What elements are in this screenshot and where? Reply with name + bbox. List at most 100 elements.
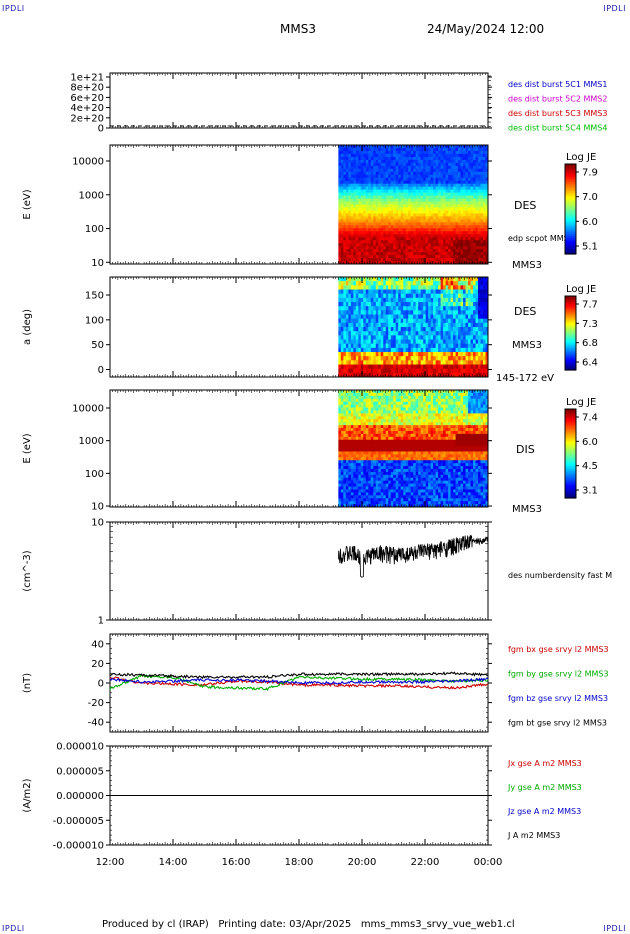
spectrogram-cell: [483, 258, 487, 262]
spectrogram-cell: [448, 174, 452, 179]
spectrogram-cell: [463, 297, 467, 303]
spectrogram-cell: [370, 243, 374, 247]
spectrogram-cell: [458, 225, 462, 229]
spectrogram-cell: [420, 281, 424, 286]
spectrogram-cell: [340, 225, 344, 229]
spectrogram-cell: [355, 343, 359, 349]
corner-label-bottom-left: IPDLI: [2, 924, 25, 933]
spectrogram-cell: [405, 177, 409, 182]
spectrogram-cell: [338, 372, 342, 378]
spectrogram-cell: [365, 356, 369, 361]
spectrogram-cell: [340, 314, 344, 320]
spectrogram-cell: [423, 186, 427, 191]
spectrogram-cell: [343, 471, 347, 476]
spectrogram-cell: [448, 183, 452, 188]
spectrogram-cell: [385, 261, 389, 265]
spectrogram-cell: [390, 234, 394, 238]
spectrogram-cell: [445, 180, 449, 185]
spectrogram-cell: [460, 261, 464, 265]
spectrogram-cell: [338, 293, 342, 299]
spectrogram-cell: [345, 168, 349, 173]
spectrogram-cell: [418, 189, 422, 194]
spectrogram-cell: [355, 339, 359, 345]
spectrogram-cell: [480, 360, 484, 365]
spectrogram-cell: [345, 153, 349, 158]
spectrogram-cell: [403, 183, 407, 188]
spectrogram-cell: [393, 177, 397, 182]
spectrogram-cell: [410, 147, 414, 152]
spectrogram-cell: [430, 347, 434, 353]
spectrogram-cell: [455, 327, 459, 332]
spectrogram-cell: [423, 285, 427, 290]
spectrogram-cell: [460, 165, 464, 170]
spectrogram-cell: [390, 216, 394, 220]
spectrogram-cell: [383, 356, 387, 361]
spectrogram-cell: [338, 416, 342, 420]
spectrogram-cell: [410, 159, 414, 164]
spectrogram-cell: [340, 246, 344, 250]
spectrogram-cell: [348, 293, 352, 299]
spectrogram-cell: [340, 240, 344, 244]
spectrogram-cell: [348, 252, 352, 256]
spectrogram-cell: [350, 195, 354, 200]
spectrogram-cell: [410, 331, 414, 336]
spectrogram-cell: [418, 225, 422, 229]
spectrogram-cell: [400, 150, 404, 155]
spectrogram-cell: [435, 192, 439, 197]
spectrogram-cell: [455, 360, 459, 365]
spectrogram-cell: [355, 249, 359, 253]
spectrogram-cell: [385, 234, 389, 238]
spectrogram-cell: [428, 252, 432, 256]
spectrogram-cell: [363, 153, 367, 158]
spectrogram-cell: [475, 255, 479, 259]
spectrogram-cell: [375, 234, 379, 238]
spectrogram-cell: [443, 318, 447, 324]
spectrogram-cell: [385, 189, 389, 194]
spectrogram-cell: [468, 240, 472, 244]
spectrogram-cell: [435, 246, 439, 250]
spectrogram-cell: [470, 192, 474, 197]
spectrogram-cell: [413, 165, 417, 170]
spectrogram-cell: [343, 231, 347, 235]
spectrogram-cell: [438, 180, 442, 185]
spectrogram-cell: [418, 289, 422, 295]
spectrogram-cell: [383, 352, 387, 357]
spectrogram-cell: [438, 258, 442, 262]
spectrogram-cell: [350, 310, 354, 315]
spectrogram-cell: [338, 168, 342, 173]
spectrogram-cell: [348, 159, 352, 164]
spectrogram-cell: [430, 225, 434, 229]
spectrogram-cell: [350, 183, 354, 188]
spectrogram-cell: [473, 289, 477, 295]
spectrogram-cell: [370, 327, 374, 332]
spectrogram-cell: [370, 198, 374, 203]
spectrogram-cell: [478, 162, 482, 167]
spectrogram-cell: [385, 322, 389, 328]
spectrogram-cell: [400, 222, 404, 226]
spectrogram-cell: [460, 339, 464, 345]
spectrogram-cell: [450, 210, 454, 214]
spectrogram-cell: [423, 180, 427, 185]
spectrogram-cell: [383, 198, 387, 203]
spectrogram-cell: [475, 159, 479, 164]
spectrogram-cell: [478, 335, 482, 340]
spectrogram-cell: [350, 222, 354, 226]
spectrogram-cell: [470, 198, 474, 203]
spectrogram-cell: [345, 258, 349, 262]
spectrogram-cell: [465, 180, 469, 185]
spectrogram-cell: [485, 168, 489, 173]
spectrogram-cell: [340, 433, 344, 438]
spectrogram-cell: [343, 430, 347, 435]
spectrogram-cell: [415, 156, 419, 161]
spectrogram-cell: [470, 343, 474, 349]
spectrogram-cell: [433, 277, 437, 282]
spectrogram-cell: [343, 356, 347, 361]
spectrogram-cell: [395, 145, 399, 149]
spectrogram-cell: [343, 477, 347, 482]
spectrogram-cell: [480, 153, 484, 158]
spectrogram-cell: [485, 281, 489, 286]
spectrogram-cell: [450, 171, 454, 176]
spectrogram-cell: [368, 243, 372, 247]
spectrogram-cell: [420, 177, 424, 182]
spectrogram-cell: [403, 281, 407, 286]
